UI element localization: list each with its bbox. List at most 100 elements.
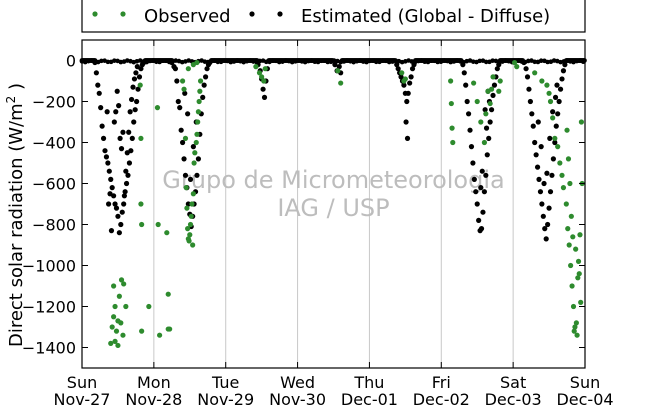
estimated-point xyxy=(550,109,556,115)
observed-point xyxy=(184,205,190,211)
y-axis-label-sup: 2 xyxy=(4,96,18,104)
legend-estimated-marker-2 xyxy=(277,11,283,17)
observed-point xyxy=(116,293,122,299)
estimated-point xyxy=(102,148,108,154)
estimated-point xyxy=(476,217,482,223)
observed-point xyxy=(262,66,268,72)
legend-observed-marker-2 xyxy=(120,11,126,17)
estimated-point xyxy=(484,152,490,158)
observed-point xyxy=(196,98,202,105)
estimated-point xyxy=(169,59,175,66)
x-tick-date-label: Nov-30 xyxy=(269,390,326,409)
y-axis-label-main: Direct solar radiation (W/m xyxy=(6,103,27,347)
estimated-point xyxy=(116,230,122,236)
estimated-point xyxy=(134,64,140,70)
estimated-point xyxy=(108,228,115,234)
observed-point xyxy=(192,150,198,156)
observed-point xyxy=(197,78,204,84)
estimated-point xyxy=(123,168,129,174)
estimated-point xyxy=(470,160,476,166)
observed-point xyxy=(256,70,263,76)
estimated-point xyxy=(130,84,136,90)
observed-point xyxy=(185,66,191,72)
estimated-point xyxy=(555,111,561,117)
watermark-line: IAG / USP xyxy=(277,194,389,222)
observed-point xyxy=(568,262,574,269)
estimated-point xyxy=(96,90,102,96)
observed-point xyxy=(450,139,456,146)
observed-point xyxy=(547,98,554,105)
observed-point xyxy=(573,320,579,326)
observed-point xyxy=(187,221,194,228)
observed-point xyxy=(194,131,200,137)
estimated-point xyxy=(93,70,99,76)
legend-estimated-label: Estimated (Global - Diffuse) xyxy=(301,6,550,27)
plot-frame xyxy=(81,39,586,369)
observed-point xyxy=(155,221,161,228)
observed-point xyxy=(511,59,518,66)
estimated-point xyxy=(533,152,539,158)
observed-point xyxy=(138,201,144,207)
estimated-point xyxy=(105,201,112,207)
estimated-point xyxy=(128,96,135,103)
estimated-point xyxy=(134,98,140,105)
estimated-baseline-point xyxy=(483,59,489,65)
estimated-point xyxy=(190,144,196,150)
estimated-point xyxy=(131,119,137,125)
observed-point xyxy=(514,64,520,70)
estimated-point xyxy=(182,172,189,178)
observed-point xyxy=(483,111,489,117)
estimated-point xyxy=(108,176,114,182)
x-tick-date-label: Nov-27 xyxy=(54,390,111,409)
estimated-point xyxy=(116,103,122,109)
estimated-point xyxy=(113,205,120,211)
estimated-point xyxy=(559,76,565,82)
observed-point xyxy=(253,64,259,70)
estimated-point xyxy=(527,98,533,105)
observed-point xyxy=(157,332,163,338)
observed-point xyxy=(164,230,170,236)
x-tick-date-label: Dec-01 xyxy=(341,390,398,409)
estimated-point xyxy=(195,156,202,162)
observed-point xyxy=(448,100,454,107)
estimated-point xyxy=(117,135,123,141)
y-tick-label: −400 xyxy=(32,134,76,153)
observed-point xyxy=(552,135,558,141)
estimated-point xyxy=(136,74,143,80)
estimated-point xyxy=(407,80,413,86)
estimated-point xyxy=(465,111,472,117)
observed-point xyxy=(544,82,550,88)
estimated-point xyxy=(135,86,141,92)
estimated-point xyxy=(398,74,404,80)
observed-point xyxy=(539,78,545,84)
estimated-point xyxy=(92,59,98,66)
estimated-point xyxy=(132,107,138,113)
observed-point xyxy=(532,70,538,76)
estimated-point xyxy=(479,168,485,174)
y-tick-label: −600 xyxy=(32,175,76,194)
x-tick-day-label: Sun xyxy=(67,373,97,392)
estimated-point xyxy=(530,123,536,129)
estimated-point xyxy=(141,59,147,66)
estimated-point xyxy=(409,66,416,72)
estimated-point xyxy=(526,86,532,92)
observed-point xyxy=(112,338,118,344)
observed-point xyxy=(560,185,567,191)
estimated-point xyxy=(549,172,555,178)
estimated-point xyxy=(538,144,544,150)
observed-point xyxy=(559,172,565,178)
observed-point xyxy=(496,88,502,94)
observed-point xyxy=(139,328,145,334)
observed-point xyxy=(182,135,189,141)
estimated-point xyxy=(483,172,489,178)
estimated-point xyxy=(99,123,105,129)
observed-point xyxy=(563,201,569,207)
observed-point xyxy=(259,74,265,80)
observed-point xyxy=(578,299,584,305)
estimated-baseline-point xyxy=(160,58,166,64)
estimated-point xyxy=(394,62,400,68)
y-axis-label: Direct solar radiation (W/m2 ) xyxy=(4,83,27,347)
estimated-baseline-point xyxy=(270,58,276,64)
estimated-point xyxy=(545,221,551,228)
